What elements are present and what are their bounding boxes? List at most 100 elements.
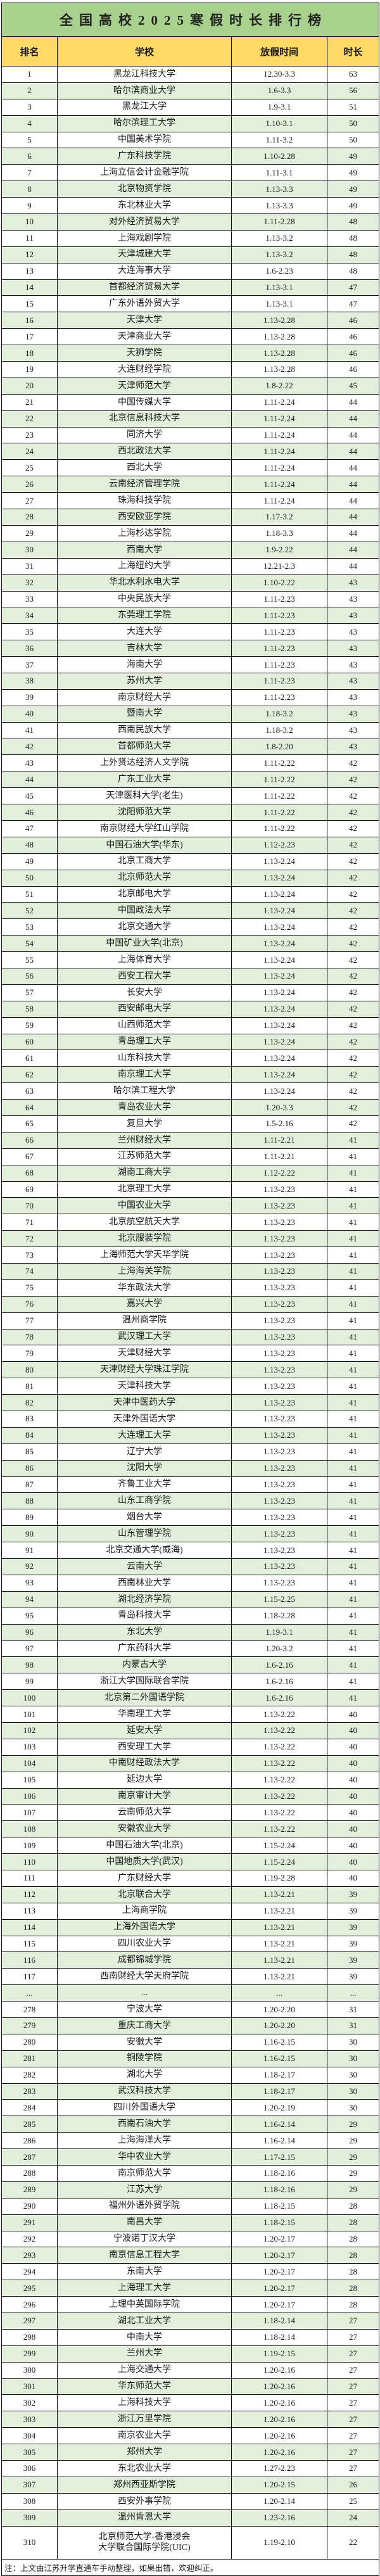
col-header-school: 学校 (57, 36, 232, 67)
cell-dates: 1.23-2.16 (231, 2509, 327, 2527)
cell-school: 上海戏剧学院 (57, 229, 232, 247)
table-row: 101 华南理工大学 1.13-2.22 40 (1, 1706, 379, 1723)
table-row: 294 东南大学 1.20-2.17 28 (1, 2263, 379, 2281)
cell-rank: 94 (1, 1590, 58, 1608)
cell-dates: 1.13-2.24 (231, 951, 327, 968)
cell-dates: 1.18-3.2 (231, 705, 327, 723)
cell-rank: 307 (1, 2476, 58, 2494)
cell-dates: 1.11-2.24 (231, 476, 327, 493)
table-row: 98 内蒙古大学 1.6-2.16 41 (1, 1656, 379, 1674)
table-row: 93 西南林业大学 1.13-2.23 41 (1, 1574, 379, 1592)
cell-duration: 41 (327, 1542, 379, 1559)
table-row: 14 首都经济贸易大学 1.13-3.1 47 (1, 279, 379, 296)
cell-duration: 41 (327, 1411, 379, 1428)
cell-school: 江苏大学 (57, 2181, 232, 2198)
cell-school: 山西师范大学 (57, 1017, 232, 1034)
cell-duration: 41 (327, 1230, 379, 1248)
cell-school: 南京信息工程大学 (57, 2247, 232, 2264)
cell-rank: 287 (1, 2148, 58, 2166)
table-row: 22 北京信息科技大学 1.11-2.24 44 (1, 410, 379, 428)
cell-school: 广东财经大学 (57, 1869, 232, 1887)
table-row: 107 云南师范大学 1.13-2.22 40 (1, 1804, 379, 1822)
cell-rank: 17 (1, 328, 58, 346)
table-row: 16 天津大学 1.13-2.28 46 (1, 312, 379, 329)
cell-duration: 51 (327, 98, 379, 116)
cell-dates: 1.11-2.23 (231, 656, 327, 673)
cell-school: 重庆工商大学 (57, 2017, 232, 2034)
cell-dates: 1.13-2.28 (231, 312, 327, 329)
cell-school: 天津大学 (57, 312, 232, 329)
cell-dates: 1.11-3.2 (231, 131, 327, 149)
cell-dates: 1.13-2.23 (231, 1509, 327, 1526)
cell-school: 大连理工大学 (57, 1426, 232, 1444)
cell-dates: 1.13-2.28 (231, 328, 327, 346)
table-row: 29 上海杉达学院 1.18-3.3 44 (1, 524, 379, 542)
cell-school: 青岛科技大学 (57, 1607, 232, 1625)
table-row: 11 上海戏剧学院 1.13-3.2 48 (1, 229, 379, 247)
table-row: 300 上海交通大学 1.20-2.16 27 (1, 2361, 379, 2379)
cell-dates: 1.15-2.24 (231, 1853, 327, 1870)
table-row: 102 延安大学 1.13-2.22 40 (1, 1722, 379, 1739)
cell-school: 中国石油大学(华东) (57, 836, 232, 854)
cell-duration: 42 (327, 853, 379, 870)
cell-duration: 48 (327, 262, 379, 280)
cell-school: 西北大学 (57, 459, 232, 477)
cell-school: 东北大学 (57, 1623, 232, 1641)
cell-duration: 31 (327, 2017, 379, 2034)
cell-dates: 1.13-2.28 (231, 345, 327, 362)
cell-rank: 304 (1, 2427, 58, 2445)
cell-dates: 1.11-2.21 (231, 1131, 327, 1149)
table-row: 298 中南大学 1.18-2.14 27 (1, 2328, 379, 2346)
cell-rank: 77 (1, 1312, 58, 1329)
cell-school: 南京财经大学 (57, 688, 232, 706)
cell-school: 山东工商学院 (57, 1492, 232, 1510)
table-row: 81 天津科技大学 1.13-2.23 41 (1, 1378, 379, 1395)
cell-duration: 48 (327, 246, 379, 263)
cell-duration: 43 (327, 574, 379, 592)
cell-dates: 1.13-2.24 (231, 1033, 327, 1051)
cell-dates: 1.13-2.23 (231, 1214, 327, 1231)
cell-dates: 1.13-2.21 (231, 1968, 327, 1986)
cell-duration: 27 (327, 2361, 379, 2379)
table-row: 58 西安邮电大学 1.13-2.24 42 (1, 1000, 379, 1018)
cell-school: 北京交通大学(威海) (57, 1542, 232, 1559)
col-header-dates: 放假时间 (231, 36, 327, 67)
cell-dates: 1.11-2.22 (231, 787, 327, 805)
cell-school: 华东师范大学 (57, 2378, 232, 2395)
table-row: 88 山东工商学院 1.13-2.23 41 (1, 1492, 379, 1510)
cell-duration: 43 (327, 623, 379, 641)
cell-dates: 1.11-2.21 (231, 1148, 327, 1165)
cell-dates: 1.13-2.24 (231, 869, 327, 887)
cell-dates: 1.13-2.21 (231, 1935, 327, 1953)
cell-school: 上理中英国际学院 (57, 2296, 232, 2314)
cell-duration: 41 (327, 1164, 379, 1182)
cell-school: 湖北经济学院 (57, 1590, 232, 1608)
table-row: 61 山东科技大学 1.13-2.24 42 (1, 1050, 379, 1067)
cell-dates: 1.11-3.1 (231, 164, 327, 182)
cell-rank: 33 (1, 590, 58, 608)
cell-school: 西安欧亚学院 (57, 509, 232, 526)
table-row: 8 北京物资学院 1.13-3.3 49 (1, 181, 379, 198)
cell-rank: 309 (1, 2509, 58, 2527)
cell-duration: 41 (327, 1525, 379, 1543)
cell-dates: 1.10-2.28 (231, 148, 327, 165)
cell-duration: 44 (327, 476, 379, 493)
table-row: 108 安徽农业大学 1.13-2.22 40 (1, 1820, 379, 1838)
cell-school: 天津财经大学珠江学院 (57, 1361, 232, 1379)
cell-school: 南京审计大学 (57, 1787, 232, 1805)
cell-school: 上海海关学院 (57, 1263, 232, 1280)
cell-school: 北京服装学院 (57, 1230, 232, 1248)
cell-dates: 1.16-2.15 (231, 2050, 327, 2067)
cell-dates: 1.20-2.16 (231, 2378, 327, 2395)
cell-rank: 110 (1, 1853, 58, 1870)
cell-dates: 1.13-2.24 (231, 885, 327, 903)
cell-dates: 1.18-2.15 (231, 2197, 327, 2215)
cell-school: 云南经济管理学院 (57, 476, 232, 493)
table-row: 17 天津商业大学 1.13-2.28 46 (1, 328, 379, 346)
cell-dates: 1.13-2.21 (231, 1951, 327, 1969)
cell-dates: 1.11-2.23 (231, 590, 327, 608)
cell-school: 中国政法大学 (57, 902, 232, 920)
cell-duration: 49 (327, 197, 379, 215)
cell-rank: 67 (1, 1148, 58, 1165)
ranking-table: 全国高校2025寒假时长排行榜 排名 学校 放假时间 时长 1 黑龙江科技大学 12… (1, 3, 379, 2576)
